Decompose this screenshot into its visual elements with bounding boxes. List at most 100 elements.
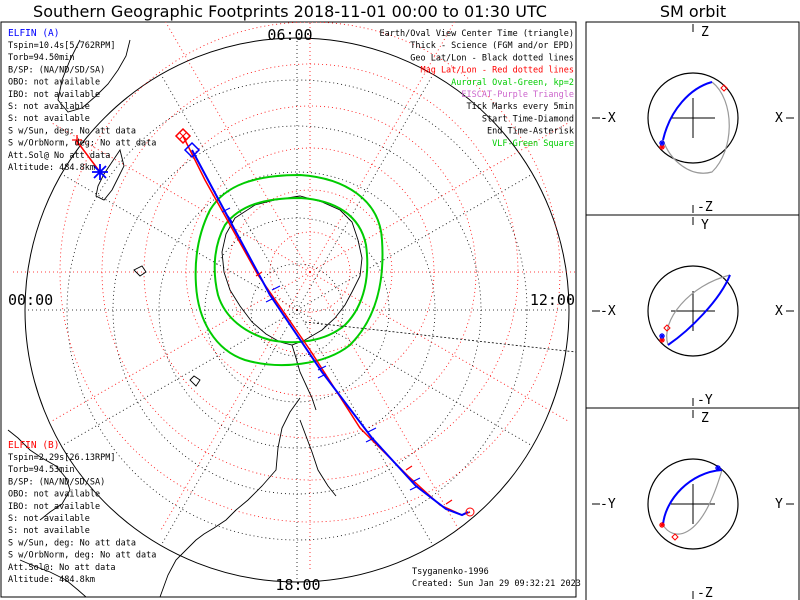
probe-b-end-marker: [465, 507, 475, 517]
orbit-title: SM orbit: [660, 2, 726, 21]
geo-latitude-circle: [158, 171, 436, 449]
probe-b-info-line: Altitude: 484.8km: [8, 575, 95, 585]
legend-entry: Geo Lat/Lon - Black dotted lines: [410, 53, 574, 63]
probe-a-info-line: Altitude: 484.8km: [8, 163, 95, 173]
orbit-axis-label-left: -X: [600, 111, 616, 126]
earth-limb: [24, 37, 570, 583]
orbit-axis-label-bottom: -Z: [697, 586, 713, 600]
probe-b-end-asterisk: [72, 135, 82, 145]
south-america-coast: [159, 397, 301, 597]
noon-meridian: [304, 321, 576, 353]
orbit-end-asterisk-b: [659, 337, 665, 343]
orbit-track-gray: [662, 81, 730, 174]
probe-b-track: [75, 135, 471, 516]
probe-b-info-line: S w/OrbNorm, deg: No att data: [8, 551, 156, 561]
probe-b-info-line: S: not available: [8, 514, 90, 524]
earth-circle: [647, 458, 739, 550]
legend-entry: Mag Lat/Lon - Red dotted lines: [420, 66, 574, 76]
probe-a-info-line: S: not available: [8, 114, 90, 124]
probe-a-track: [191, 149, 469, 517]
south-africa-coast: [19, 559, 87, 597]
probe-b-info-line: OBO: not available: [8, 490, 100, 500]
orbit-panel: Z -Z -Y Y: [585, 407, 800, 600]
probe-b-start-diamond: [174, 127, 192, 145]
probe-a-info-line: Tspin=10.4s[5.762RPM]: [8, 41, 115, 51]
orbit-track-blue: [667, 274, 731, 346]
probe-b-info-line: Torb=94.53min: [8, 465, 75, 475]
auroral-oval-inner: [213, 196, 369, 344]
coastlines: [7, 39, 363, 597]
probe-b-info-line: Att.Sol@: No att data: [8, 563, 115, 573]
orbit-panel: Z -Z -X X: [585, 21, 800, 216]
orbit-axis-label-right: X: [775, 304, 783, 319]
mag-latitude-circle: [143, 105, 477, 439]
probe-b-info-line: S: not available: [8, 526, 90, 536]
orbit-axis-label-right: X: [775, 111, 783, 126]
probe-a-info-line: Torb=94.50min: [8, 53, 75, 63]
antarctic-peninsula-coast: [291, 344, 317, 411]
probe-a-info-line: S w/OrbNorm, deg: No att data: [8, 139, 156, 149]
orbit-axis-label-bottom: -Y: [697, 393, 713, 408]
probe-b-ticks: [255, 271, 453, 505]
legend-entry: VLF-Green Square: [492, 139, 574, 149]
map-frame: [0, 21, 577, 598]
probe-a-info-line: S: not available: [8, 102, 90, 112]
geo-latitude-circle: [250, 263, 344, 357]
orbit-end-asterisk-b: [659, 144, 665, 150]
legend-entry: End Time-Asterisk: [487, 127, 574, 137]
probe-b-info: ELFIN (B) Tspin=2.29s[26.13RPM] Torb=94.5…: [8, 440, 156, 585]
geo-longitude-line: [160, 74, 298, 311]
probe-a-info: ELFIN (A) Tspin=10.4s[5.762RPM] Torb=94.5…: [8, 28, 156, 173]
mag-longitude-line: [309, 271, 461, 533]
orbit-track-blue: [662, 81, 713, 141]
new-zealand-coast: [95, 148, 125, 201]
created-timestamp: Created: Sun Jan 29 09:32:21 2023: [412, 579, 581, 589]
orbit-panels: Z -Z -X X Y -Y -X X Z -Z -Y Y: [585, 21, 800, 600]
mlt-label-bottom: 18:00: [275, 576, 320, 594]
island-coast: [133, 265, 147, 277]
mlt-label-left: 00:00: [8, 291, 53, 309]
probe-a-info-line: B/SP: (NA/ND/SD/SA): [8, 65, 105, 75]
earth-circle: [647, 72, 739, 164]
orbit-end-asterisk-a: [659, 140, 665, 146]
legend-entry: Thick - Science (FGM and/or EPD): [410, 41, 574, 51]
orbit-axis-label-top: Z: [701, 411, 709, 426]
probe-a-name: ELFIN (A): [8, 28, 59, 39]
probe-b-info-line: B/SP: (NA/ND/SD/SA): [8, 477, 105, 487]
probe-b-info-line: S w/Sun, deg: No att data: [8, 538, 136, 548]
island-coast: [189, 375, 201, 387]
probe-b-info-line: IBO: not available: [8, 502, 100, 512]
probe-b-info-line: Tspin=2.29s[26.13RPM]: [8, 453, 115, 463]
orbit-axis-label-bottom: -Z: [697, 200, 713, 215]
geo-longitude-line: [296, 74, 434, 311]
orbit-axis-label-top: Z: [701, 25, 709, 40]
track-ticks: [221, 207, 421, 491]
orbit-track-gray: [666, 274, 731, 346]
figure-title: Southern Geographic Footprints 2018-11-0…: [33, 2, 547, 21]
legend-entry: Start Time-Diamond: [482, 114, 574, 124]
auroral-oval-outer: [194, 173, 384, 366]
orbit-axis-label-right: Y: [775, 497, 783, 512]
legend-entry: EISCAT-Purple Triangle: [461, 90, 574, 100]
earth-circle: [647, 265, 739, 357]
mag-latitude-circle: [59, 22, 561, 523]
mlt-label-right: 12:00: [530, 291, 575, 309]
orbit-end-asterisk-a: [715, 465, 721, 471]
probe-a-end-asterisk: [92, 164, 108, 180]
orbit-axis-label-top: Y: [701, 218, 709, 233]
africa-coast: [7, 429, 71, 521]
orbit-end-asterisk-b: [659, 522, 665, 528]
probe-a-info-line: Att.Sol@ No att data: [8, 151, 110, 161]
orbit-start-diamond: [663, 324, 671, 332]
orbit-panel: Y -Y -X X: [585, 214, 800, 409]
probe-b-name: ELFIN (B): [8, 440, 59, 451]
south-america-coast-inner: [299, 419, 337, 497]
mag-longitude-line: [159, 271, 311, 533]
geo-latitude-circle: [66, 79, 528, 541]
geo-longitude-line: [296, 309, 533, 447]
orbit-axis-label-left: -Y: [600, 497, 616, 512]
polar-map: [7, 22, 576, 597]
model-credit: Tsyganenko-1996: [412, 567, 489, 577]
orbit-start-diamond: [671, 533, 679, 541]
orbit-axis-label-left: -X: [600, 304, 616, 319]
